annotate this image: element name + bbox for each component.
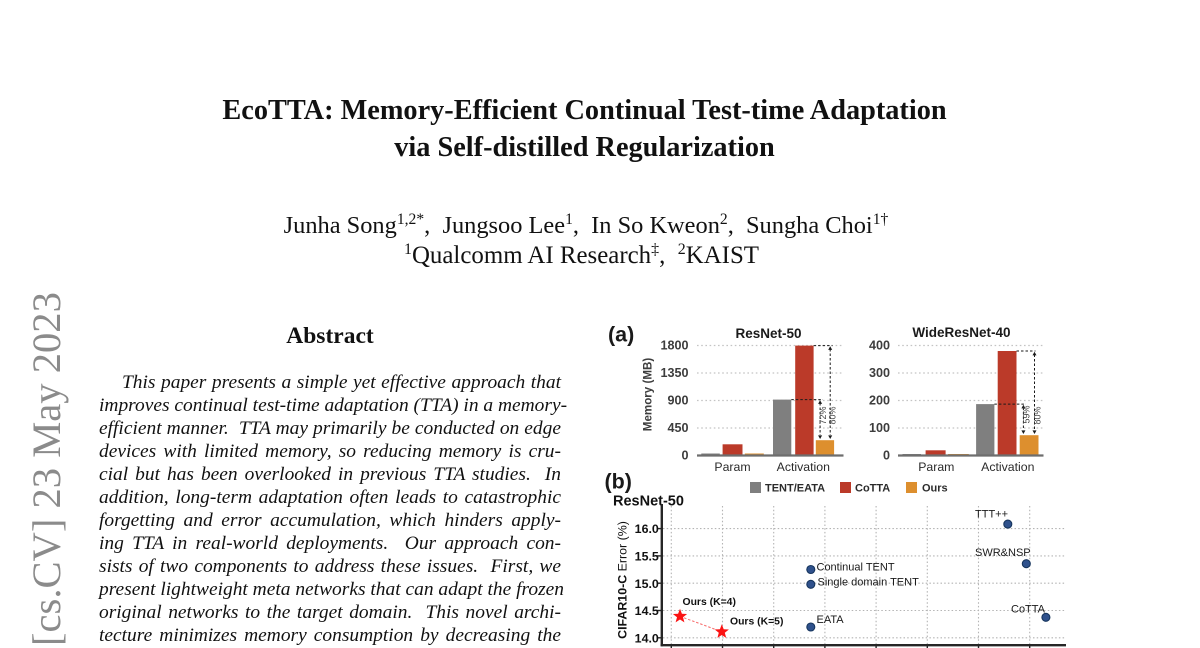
svg-text:Ours: Ours (922, 483, 948, 495)
svg-text:Single domain TENT: Single domain TENT (818, 576, 920, 588)
svg-text:1800: 1800 (660, 339, 688, 353)
svg-text:14.5: 14.5 (635, 604, 659, 618)
svg-text:200: 200 (869, 394, 890, 408)
svg-text:16.0: 16.0 (635, 522, 659, 536)
svg-text:CoTTA: CoTTA (855, 483, 890, 495)
svg-text:300: 300 (869, 366, 890, 380)
svg-text:Activation: Activation (777, 460, 830, 474)
svg-text:CIFAR10-C Error (%): CIFAR10-C Error (%) (616, 521, 630, 639)
svg-text:(a): (a) (608, 323, 634, 347)
svg-text:1350: 1350 (660, 366, 688, 380)
svg-text:400: 400 (869, 339, 890, 353)
svg-text:ResNet-50: ResNet-50 (735, 326, 801, 341)
svg-text:100: 100 (869, 421, 890, 435)
svg-text:TTT++: TTT++ (975, 509, 1008, 521)
svg-text:59%: 59% (1022, 405, 1032, 423)
svg-text:15.5: 15.5 (635, 550, 659, 564)
svg-text:(b): (b) (605, 470, 632, 494)
svg-text:450: 450 (667, 421, 688, 435)
svg-text:ResNet-50: ResNet-50 (613, 494, 684, 510)
svg-text:14.0: 14.0 (635, 631, 659, 645)
svg-text:80%: 80% (828, 406, 838, 424)
svg-text:EATA: EATA (817, 614, 845, 626)
svg-text:900: 900 (667, 394, 688, 408)
svg-text:Activation: Activation (981, 460, 1034, 474)
svg-text:WideResNet-40: WideResNet-40 (912, 325, 1010, 340)
svg-text:0: 0 (681, 449, 688, 463)
svg-text:Param: Param (918, 460, 954, 474)
svg-text:TENT/EATA: TENT/EATA (765, 483, 825, 495)
svg-text:Memory (MB): Memory (MB) (642, 358, 655, 432)
svg-text:SWR&NSP: SWR&NSP (975, 547, 1031, 559)
svg-text:Continual TENT: Continual TENT (817, 561, 895, 573)
svg-text:72%: 72% (818, 406, 828, 424)
svg-text:80%: 80% (1033, 406, 1043, 424)
svg-text:Param: Param (714, 460, 750, 474)
svg-text:0: 0 (883, 449, 890, 463)
svg-text:CoTTA: CoTTA (1011, 604, 1046, 616)
svg-text:Ours (K=5): Ours (K=5) (730, 617, 783, 628)
svg-text:Ours (K=4): Ours (K=4) (683, 597, 736, 608)
svg-text:15.0: 15.0 (635, 577, 659, 591)
